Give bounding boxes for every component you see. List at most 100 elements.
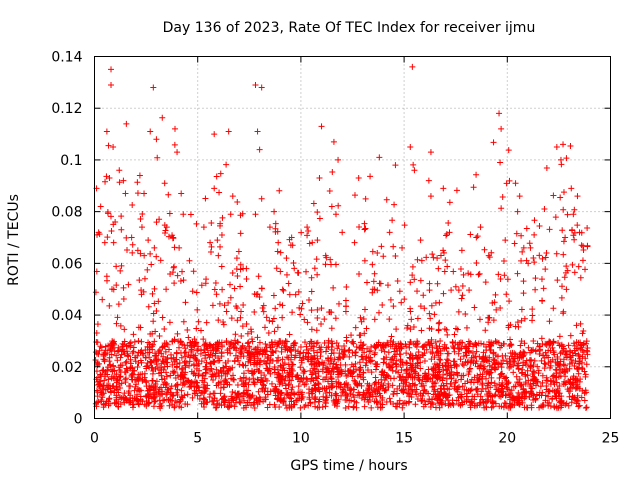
- data-point: [109, 342, 116, 349]
- data-point: [266, 224, 273, 231]
- data-point: [310, 377, 317, 384]
- data-point: [399, 359, 406, 366]
- data-point: [395, 340, 402, 347]
- data-point: [159, 344, 166, 351]
- data-point: [408, 316, 415, 323]
- data-point: [281, 377, 288, 384]
- data-point: [207, 361, 214, 368]
- data-point: [575, 364, 582, 371]
- data-point: [111, 338, 118, 345]
- data-point: [326, 309, 333, 316]
- data-point: [269, 318, 276, 325]
- x-tick-label: 25: [602, 431, 620, 447]
- data-point: [374, 250, 381, 257]
- data-point: [390, 391, 397, 398]
- data-point: [492, 382, 499, 389]
- data-point: [235, 339, 242, 346]
- data-point: [321, 385, 328, 392]
- data-point: [520, 290, 527, 297]
- data-point: [410, 161, 417, 168]
- data-point: [374, 287, 381, 294]
- data-point: [451, 385, 458, 392]
- data-point: [409, 263, 416, 270]
- data-point: [295, 269, 302, 276]
- y-tick-label: 0: [74, 412, 83, 428]
- data-point: [278, 363, 285, 370]
- data-point: [360, 389, 367, 396]
- data-point: [372, 349, 379, 356]
- data-point: [299, 300, 306, 307]
- data-point: [553, 250, 560, 257]
- data-point: [496, 403, 503, 410]
- data-point: [288, 398, 295, 405]
- chart-title: Day 136 of 2023, Rate Of TEC Index for r…: [163, 20, 536, 36]
- data-point: [437, 338, 444, 345]
- data-point: [450, 268, 457, 275]
- data-point: [561, 274, 568, 281]
- data-point: [107, 388, 114, 395]
- data-point: [198, 358, 205, 365]
- data-point: [151, 382, 158, 389]
- data-point: [575, 370, 582, 377]
- data-point: [151, 300, 158, 307]
- data-point: [216, 373, 223, 380]
- data-point: [169, 361, 176, 368]
- data-point: [97, 203, 104, 210]
- data-point: [283, 271, 290, 278]
- data-point: [417, 303, 424, 310]
- data-point: [200, 336, 207, 343]
- data-point: [453, 369, 460, 376]
- data-point: [349, 349, 356, 356]
- data-point: [426, 287, 433, 294]
- data-point: [417, 237, 424, 244]
- data-point: [314, 339, 321, 346]
- data-point: [221, 302, 228, 309]
- data-point: [427, 376, 434, 383]
- data-point: [476, 316, 483, 323]
- data-point: [500, 404, 507, 411]
- data-point: [530, 380, 537, 387]
- data-point: [343, 372, 350, 379]
- data-point: [578, 344, 585, 351]
- data-point: [95, 229, 102, 236]
- data-point: [571, 229, 578, 236]
- data-point: [387, 296, 394, 303]
- data-point: [574, 345, 581, 352]
- data-point: [166, 210, 173, 217]
- data-point: [433, 374, 440, 381]
- data-point: [244, 330, 251, 337]
- data-point: [178, 354, 185, 361]
- data-point: [414, 256, 421, 263]
- data-point: [171, 141, 178, 148]
- data-point: [253, 360, 260, 367]
- data-point: [520, 386, 527, 393]
- data-point: [279, 314, 286, 321]
- data-point: [220, 321, 227, 328]
- data-point: [200, 224, 207, 231]
- data-point: [159, 376, 166, 383]
- data-point: [503, 358, 510, 365]
- data-point: [264, 404, 271, 411]
- data-point: [543, 164, 550, 171]
- data-point: [417, 359, 424, 366]
- data-point: [474, 385, 481, 392]
- data-point: [321, 316, 328, 323]
- data-point: [287, 344, 294, 351]
- data-point: [288, 404, 295, 411]
- data-point: [399, 244, 406, 251]
- data-point: [276, 381, 283, 388]
- data-point: [515, 389, 522, 396]
- data-point: [107, 361, 114, 368]
- data-point: [382, 374, 389, 381]
- data-point: [564, 386, 571, 393]
- data-point: [268, 380, 275, 387]
- data-point: [507, 390, 514, 397]
- data-point: [437, 356, 444, 363]
- data-point: [335, 343, 342, 349]
- data-point: [141, 252, 148, 259]
- data-point: [153, 307, 160, 314]
- data-point: [576, 358, 583, 365]
- data-point: [120, 177, 127, 184]
- data-point: [448, 287, 455, 294]
- data-point: [94, 360, 101, 367]
